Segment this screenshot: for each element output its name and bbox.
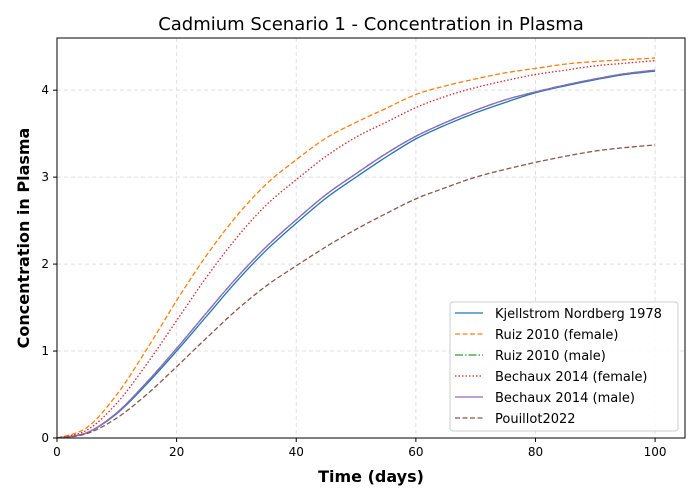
x-axis-label: Time (days): [318, 467, 424, 486]
series-line-kjellstrom-nordberg-1978: [56, 70, 656, 439]
x-tick-label: 60: [408, 445, 423, 459]
x-tick-label: 0: [53, 445, 61, 459]
y-tick-label: 2: [41, 257, 49, 271]
x-tick-label: 20: [169, 445, 184, 459]
y-tick-label: 0: [41, 431, 49, 445]
legend-label: Bechaux 2014 (male): [495, 391, 635, 406]
legend: Kjellstrom Nordberg 1978 Ruiz 2010 (femal…: [449, 301, 679, 432]
series-line-pouillot2022: [56, 144, 656, 439]
plot-frame: [56, 37, 686, 439]
x-tick-label: 100: [644, 445, 667, 459]
legend-label: Kjellstrom Nordberg 1978: [495, 307, 662, 322]
y-tick-label: 3: [41, 170, 49, 184]
y-axis-label: Concentration in Plasma: [14, 128, 33, 349]
series-line-bechaux-2014-female: [56, 59, 656, 439]
chart-title: Cadmium Scenario 1 - Concentration in Pl…: [158, 14, 584, 35]
series-group: [56, 57, 656, 439]
legend-box: [449, 301, 679, 432]
legend-label: Ruiz 2010 (male): [495, 349, 606, 364]
y-tick-label: 4: [41, 83, 49, 97]
x-tick-label: 40: [289, 445, 304, 459]
legend-label: Pouillot2022: [495, 412, 576, 427]
x-tick-label: 80: [528, 445, 543, 459]
legend-label: Ruiz 2010 (female): [495, 328, 618, 343]
series-line-ruiz-2010-female: [56, 57, 656, 439]
ticks: 0 20 40 60 80 100 0 1 2 3 4: [41, 83, 666, 459]
y-tick-label: 1: [41, 344, 49, 358]
legend-label: Bechaux 2014 (female): [495, 370, 648, 385]
series-line-bechaux-2014-male: [56, 69, 656, 439]
